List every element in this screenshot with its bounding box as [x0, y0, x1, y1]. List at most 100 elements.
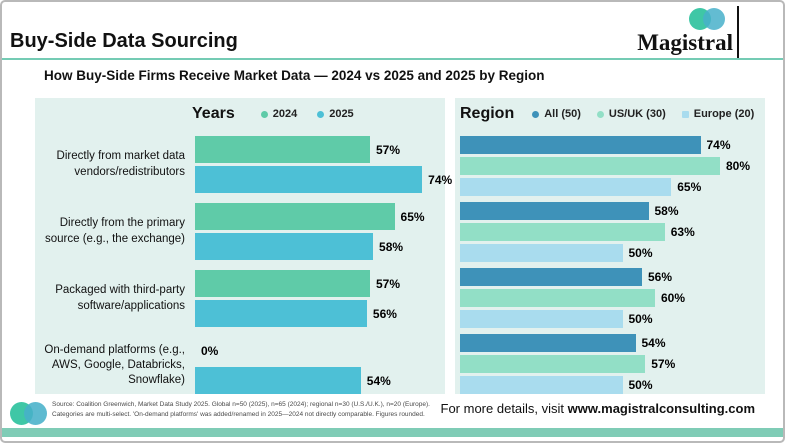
bar-group-4: 0% 54% — [195, 337, 445, 394]
legend: All (50) US/UK (30) Europe (20) — [532, 108, 754, 120]
bar-all-50 — [460, 136, 701, 154]
bar-group-3: 56% 60% 50% — [460, 268, 760, 328]
bar-row: 54% — [195, 367, 445, 394]
bar-row: 0% — [195, 337, 445, 364]
all-50-marker-icon — [532, 110, 540, 118]
bar-us-uk-30 — [460, 289, 655, 307]
bar-groups: 74% 80% 65% 58% 63% 50% 56% 60% 50% 54% 57% 50% — [460, 136, 760, 400]
bar-row: 80% — [460, 157, 760, 175]
bar-europe-20 — [460, 310, 623, 328]
cta-prefix: For more details, visit — [440, 401, 568, 416]
bar-value-label: 56% — [648, 270, 673, 284]
bar-row: 56% — [460, 268, 760, 286]
footer-accent-bar — [2, 428, 783, 437]
bar-value-label: 57% — [375, 142, 401, 157]
2024-marker-icon — [260, 110, 268, 118]
bar-group-4: 54% 57% 50% — [460, 334, 760, 394]
title-underline — [2, 58, 783, 60]
bar-all-50 — [460, 202, 649, 220]
us-uk-30-marker-icon — [596, 110, 604, 118]
category-label-1: Directly from market data vendors/redist… — [56, 150, 185, 178]
bar-value-label: 0% — [201, 343, 219, 358]
brand-name: Magistral — [637, 30, 733, 55]
bar-row: 74% — [195, 166, 452, 193]
bar-row: 50% — [460, 376, 760, 394]
logo-circle-blue-icon — [24, 402, 47, 425]
bar-value-label: 54% — [366, 373, 391, 388]
bar-row: 57% — [195, 136, 445, 163]
bar-value-label: 65% — [677, 180, 702, 194]
legend-label: All (50) — [544, 108, 581, 120]
bar-value-label: 50% — [628, 312, 653, 326]
bar-group-2: 65% 58% — [195, 203, 445, 260]
bar-2024 — [195, 136, 370, 163]
bar-row: 65% — [460, 178, 760, 196]
years-chart-panel: Years 2024 2025 Directly from market data… — [35, 98, 452, 394]
2025-marker-icon — [317, 110, 325, 118]
region-chart-title: Region — [460, 105, 515, 122]
legend-label: Europe (20) — [693, 108, 755, 120]
bar-value-label: 80% — [726, 159, 751, 173]
source-note: Source: Coalition Greenwich, Market Data… — [52, 401, 430, 419]
footer-cta: For more details, visit www.magistralcon… — [441, 401, 755, 416]
category-label-3: Packaged with third-party software/appli… — [55, 284, 185, 312]
years-chart-header: Years 2024 2025 — [35, 105, 445, 123]
legend-item-us-uk-30: US/UK (30) — [596, 108, 666, 120]
legend-label: 2025 — [329, 108, 354, 120]
bar-group-3: 57% 56% — [195, 270, 445, 327]
bar-europe-20 — [460, 178, 672, 196]
region-chart-header: Region All (50) US/UK (30) Europe (20) — [455, 105, 765, 123]
logo-divider — [736, 6, 739, 58]
bar-row: 57% — [195, 270, 445, 297]
footer-logo-mark — [10, 401, 52, 427]
bar-row: 58% — [460, 202, 760, 220]
bar-all-50 — [460, 268, 642, 286]
bar-row: 57% — [460, 355, 760, 373]
bar-group-2: 58% 63% 50% — [460, 202, 760, 262]
bar-row: 58% — [195, 233, 445, 260]
bar-2024 — [195, 270, 370, 297]
bar-row: 50% — [460, 244, 760, 262]
bar-value-label: 63% — [670, 225, 695, 239]
bar-row: 50% — [460, 310, 760, 328]
bar-value-label: 58% — [654, 204, 679, 218]
legend-item-2025: 2025 — [317, 108, 354, 120]
bar-value-label: 65% — [400, 209, 425, 224]
legend-item-europe-20: Europe (20) — [681, 108, 755, 120]
bar-value-label: 57% — [651, 357, 676, 371]
category-labels: Directly from market data vendors/redist… — [35, 136, 185, 404]
bar-value-label: 58% — [379, 239, 404, 254]
bar-value-label: 50% — [628, 246, 653, 260]
bar-value-label: 74% — [706, 138, 731, 152]
chart-subtitle: How Buy-Side Firms Receive Market Data —… — [44, 68, 545, 83]
bar-row: 60% — [460, 289, 760, 307]
bar-europe-20 — [460, 376, 623, 394]
bar-row: 65% — [195, 203, 445, 230]
legend: 2024 2025 — [260, 108, 354, 120]
bar-us-uk-30 — [460, 157, 720, 175]
bar-2024 — [195, 203, 395, 230]
bar-2025 — [195, 166, 423, 193]
bar-groups: 57% 74% 65% 58% 57% 56% 0% 54% — [195, 136, 452, 404]
bar-all-50 — [460, 334, 636, 352]
legend-item-all-50: All (50) — [532, 108, 581, 120]
legend-label: 2024 — [272, 108, 298, 120]
bar-row: 56% — [195, 300, 445, 327]
bar-row: 74% — [460, 136, 760, 154]
brand-logo: Magistral — [603, 6, 743, 58]
bar-row: 63% — [460, 223, 760, 241]
bar-2025 — [195, 367, 361, 394]
region-chart-panel: Region All (50) US/UK (30) Europe (20) 74%… — [455, 98, 765, 394]
years-chart-title: Years — [192, 105, 235, 122]
legend-label: US/UK (30) — [608, 108, 666, 120]
bar-row: 54% — [460, 334, 760, 352]
page-title: Buy-Side Data Sourcing — [10, 30, 238, 52]
cta-link[interactable]: www.magistralconsulting.com — [567, 401, 755, 416]
europe-20-marker-icon — [681, 110, 689, 118]
category-label-2: Directly from the primary source (e.g., … — [45, 217, 185, 245]
bar-us-uk-30 — [460, 355, 646, 373]
bar-value-label: 60% — [661, 291, 686, 305]
bar-2025 — [195, 233, 374, 260]
bar-value-label: 54% — [641, 336, 666, 350]
